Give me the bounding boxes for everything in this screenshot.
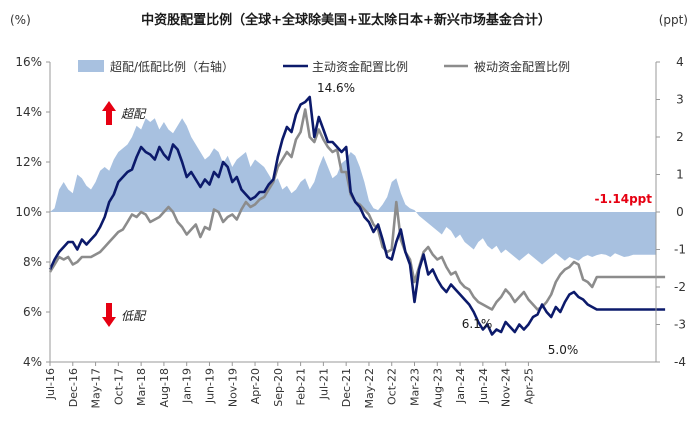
x-tick-label: Jul-16 [44,368,57,400]
legend-passive-label: 被动资金配置比例 [474,59,570,74]
underweight-label: 低配 [121,309,147,323]
low-2024-label: 5.0% [548,343,579,357]
latest-value-label: -1.14ppt [594,192,652,206]
x-tick-label: Feb-21 [295,368,308,405]
x-tick-label: Apr-20 [249,368,262,404]
chart-title: 中资股配置比例（全球+全球除美国+亚太除日本+新兴市场基金合计） [141,12,551,28]
left-tick-label: 10% [15,205,42,219]
legend-area-swatch [78,60,104,72]
x-tick-label: Mar-23 [409,368,422,406]
right-tick-label: -2 [674,280,686,294]
x-tick-label: Jan-19 [181,368,194,404]
x-tick-label: Mar-18 [135,368,148,406]
peak-label: 14.6% [317,81,355,95]
right-axis-unit: (ppt) [659,13,688,27]
right-tick-label: 4 [676,55,684,69]
overweight-area-layer [50,118,656,265]
overweight-arrow [102,101,116,125]
left-tick-label: 16% [15,55,42,69]
overweight-label: 超配 [121,107,147,121]
x-tick-label: Oct-22 [386,368,399,405]
left-tick-label: 6% [23,305,42,319]
right-tick-label: -1 [674,243,686,257]
right-tick-label: -4 [674,355,686,369]
x-tick-label: Apr-25 [522,368,535,404]
right-tick-label: 0 [676,205,684,219]
right-tick-label: 3 [676,93,684,107]
x-tick-label: Sep-20 [272,368,285,407]
x-tick-label: Aug-23 [431,368,444,407]
underweight-arrow-shape [102,303,116,327]
x-tick-label: Nov-19 [226,368,239,407]
x-tick-label: May-17 [90,368,103,409]
axes: 4% 6% 8% 10% 12% 14% 16% -4 -3 -2 -1 0 1 2 3 4 Jul-16 Dec… [15,55,686,409]
x-tick-label: Dec-16 [67,368,80,407]
left-tick-label: 4% [23,355,42,369]
right-tick-label: -3 [674,318,686,332]
left-tick-label: 12% [15,155,42,169]
left-axis-unit: (%) [10,13,31,27]
left-tick-label: 14% [15,105,42,119]
x-tick-label: Jun-19 [203,368,216,404]
legend: 超配/低配比例（右轴） 主动资金配置比例 被动资金配置比例 [78,59,570,74]
x-tick-label: Oct-17 [112,368,125,405]
underweight-arrow [102,303,116,327]
x-tick-label: May-22 [363,368,376,409]
overweight-arrow-shape [102,101,116,125]
x-tick-label: Jan-24 [454,368,467,404]
right-tick-label: 2 [676,130,684,144]
legend-area-label: 超配/低配比例（右轴） [110,59,234,74]
x-tick-label: Jun-24 [477,368,490,404]
x-tick-label: Aug-18 [158,368,171,407]
low-2022-label: 6.1% [462,317,493,331]
active-line [48,95,666,336]
x-tick-label: Dec-21 [340,368,353,407]
legend-active-label: 主动资金配置比例 [312,59,408,74]
right-tick-label: 1 [676,168,684,182]
x-tick-label: Nov-24 [500,368,513,407]
overweight-area [50,118,656,265]
left-tick-label: 8% [23,255,42,269]
x-tick-label: Jul-21 [317,368,330,400]
lines-layer [48,95,666,336]
